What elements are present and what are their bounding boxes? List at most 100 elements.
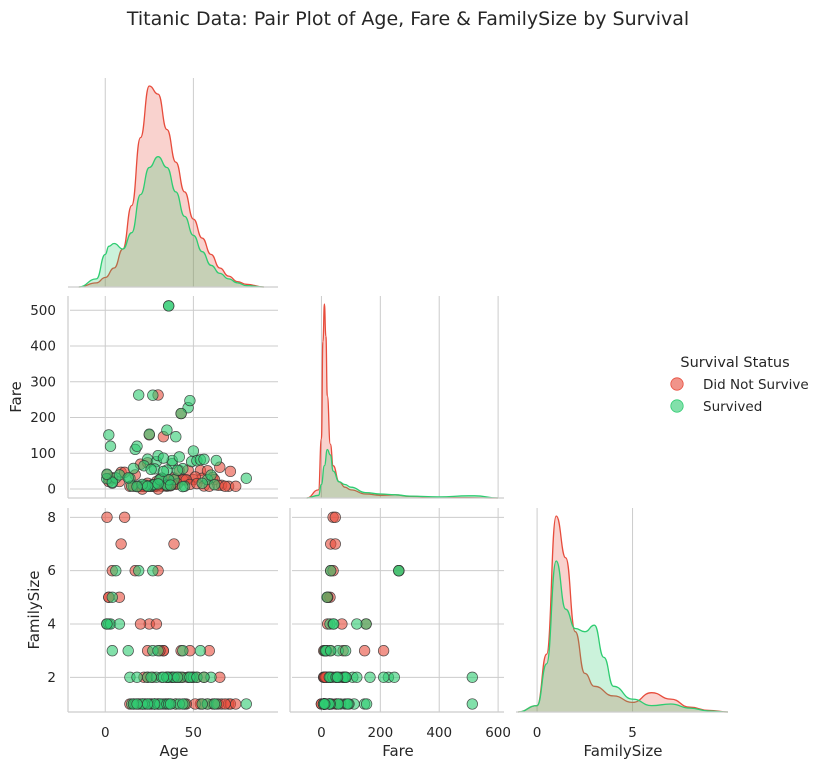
scatter-point-survived (393, 565, 405, 577)
scatter-point-survived (157, 671, 170, 683)
y-axis-label-fare: Fare (7, 381, 25, 413)
scatter-point-did-not-survive (101, 511, 113, 523)
scatter-point-survived (101, 618, 113, 630)
scatter-point-survived (177, 645, 189, 657)
scatter-point-survived (104, 440, 117, 452)
y-tick-label-fare: 0 (47, 482, 56, 498)
scatter-point-survived (131, 440, 143, 452)
x-axis-label-familysize: FamilySize (583, 742, 662, 760)
scatter-point-survived (106, 476, 118, 488)
kde-line-did-not-survive-age (78, 85, 264, 288)
scatter-point-did-not-survive (329, 511, 341, 523)
kde-line-did-not-survive-fare (306, 303, 499, 499)
scatter-point-survived (208, 479, 221, 491)
scatter-point-survived (205, 469, 217, 481)
legend-label-did-not-survive: Did Not Survive (703, 377, 809, 393)
x-tick-label-fare: 200 (367, 725, 393, 741)
scatter-point-survived (127, 462, 140, 475)
scatter-point-did-not-survive (329, 538, 341, 550)
scatter-point-survived (145, 671, 157, 683)
kde-line-survived-familysize (517, 560, 729, 713)
scatter-point-survived (210, 454, 222, 467)
scatter-point-did-not-survive (358, 645, 371, 657)
scatter-point-survived (110, 565, 122, 577)
x-tick-label-familysize: 5 (628, 725, 637, 741)
y-tick-label-familysize: 6 (47, 563, 56, 579)
scatter-point-survived (364, 671, 376, 683)
scatter-point-survived (240, 472, 252, 484)
scatter-point-survived (103, 429, 115, 441)
scatter-point-survived (143, 428, 155, 440)
scatter-point-survived (173, 451, 185, 463)
scatter-point-survived (157, 452, 170, 464)
figure-title: Titanic Data: Pair Plot of Age, Fare & F… (126, 8, 689, 30)
scatter-point-survived (208, 698, 221, 710)
kde-area-survived-fare (306, 449, 499, 498)
legend-marker-did-not-survive (670, 377, 684, 391)
legend-marker-survived (670, 399, 684, 413)
scatter-point-did-not-survive (219, 480, 231, 492)
y-tick-label-fare: 100 (30, 446, 56, 462)
scatter-point-survived (351, 671, 363, 683)
x-tick-label-fare: 600 (485, 725, 511, 741)
scatter-point-survived (163, 300, 175, 312)
scatter-point-survived (196, 698, 208, 710)
panel-fare-vs-fare (290, 296, 504, 499)
scatter-point-survived (360, 698, 373, 710)
kde-area-did-not-survive-age (78, 86, 264, 287)
scatter-point-did-not-survive (118, 511, 131, 523)
scatter-point-did-not-survive (115, 538, 127, 550)
panel-fare-vs-age: 0 100 200 300 400 500 Fare (7, 296, 278, 499)
scatter-point-survived (122, 472, 134, 484)
scatter-point-survived (378, 671, 390, 683)
scatter-point-survived (147, 565, 159, 577)
kde-line-survived-age (78, 155, 264, 288)
x-axis-label-fare: Fare (382, 742, 414, 760)
x-tick-label-age: 50 (185, 725, 202, 741)
y-axis-label-familysize: FamilySize (25, 570, 43, 649)
scatter-point-survived (466, 698, 478, 710)
legend-title: Survival Status (680, 355, 789, 371)
scatter-point-survived (164, 479, 177, 491)
scatter-point-survived (131, 698, 143, 710)
scatter-point-did-not-survive (134, 618, 147, 630)
y-tick-label-familysize: 4 (47, 617, 56, 633)
scatter-point-survived (133, 389, 145, 401)
y-tick-label-familysize: 8 (47, 510, 56, 526)
kde-area-did-not-survive-fare (306, 304, 499, 498)
y-tick-label-familysize: 2 (47, 670, 56, 686)
scatter-point-did-not-survive (230, 698, 242, 710)
scatter-point-survived (141, 480, 154, 492)
scatter-point-survived (325, 565, 337, 577)
scatter-point-survived (198, 453, 210, 465)
scatter-point-survived (331, 671, 344, 683)
y-tick-label-fare: 300 (30, 374, 56, 390)
scatter-point-survived (177, 698, 189, 710)
scatter-point-survived (325, 645, 337, 657)
scatter-point-did-not-survive (377, 645, 390, 657)
x-tick-label-age: 0 (101, 725, 110, 741)
y-tick-label-fare: 200 (30, 410, 56, 426)
scatter-point-survived (466, 671, 478, 683)
scatter-point-survived (177, 480, 189, 493)
x-tick-label-familysize: 0 (533, 725, 542, 741)
scatter-point-survived (152, 478, 164, 490)
scatter-point-did-not-survive (168, 538, 180, 550)
scatter-point-survived (152, 645, 164, 657)
scatter-point-survived (196, 477, 208, 489)
scatter-point-survived (113, 618, 126, 630)
kde-line-did-not-survive-familysize (517, 515, 729, 713)
scatter-point-did-not-survive (224, 465, 237, 478)
scatter-point-survived (131, 671, 143, 683)
scatter-point-survived (171, 671, 184, 683)
scatter-point-survived (321, 591, 333, 603)
legend: Survival Status Did Not Survive Survived (670, 355, 809, 415)
kde-area-did-not-survive-familysize (518, 516, 728, 712)
scatter-point-survived (101, 468, 113, 480)
panel-age-vs-age (68, 78, 278, 288)
scatter-point-survived (319, 698, 331, 710)
y-tick-label-fare: 500 (30, 303, 56, 319)
scatter-point-survived (170, 431, 182, 443)
